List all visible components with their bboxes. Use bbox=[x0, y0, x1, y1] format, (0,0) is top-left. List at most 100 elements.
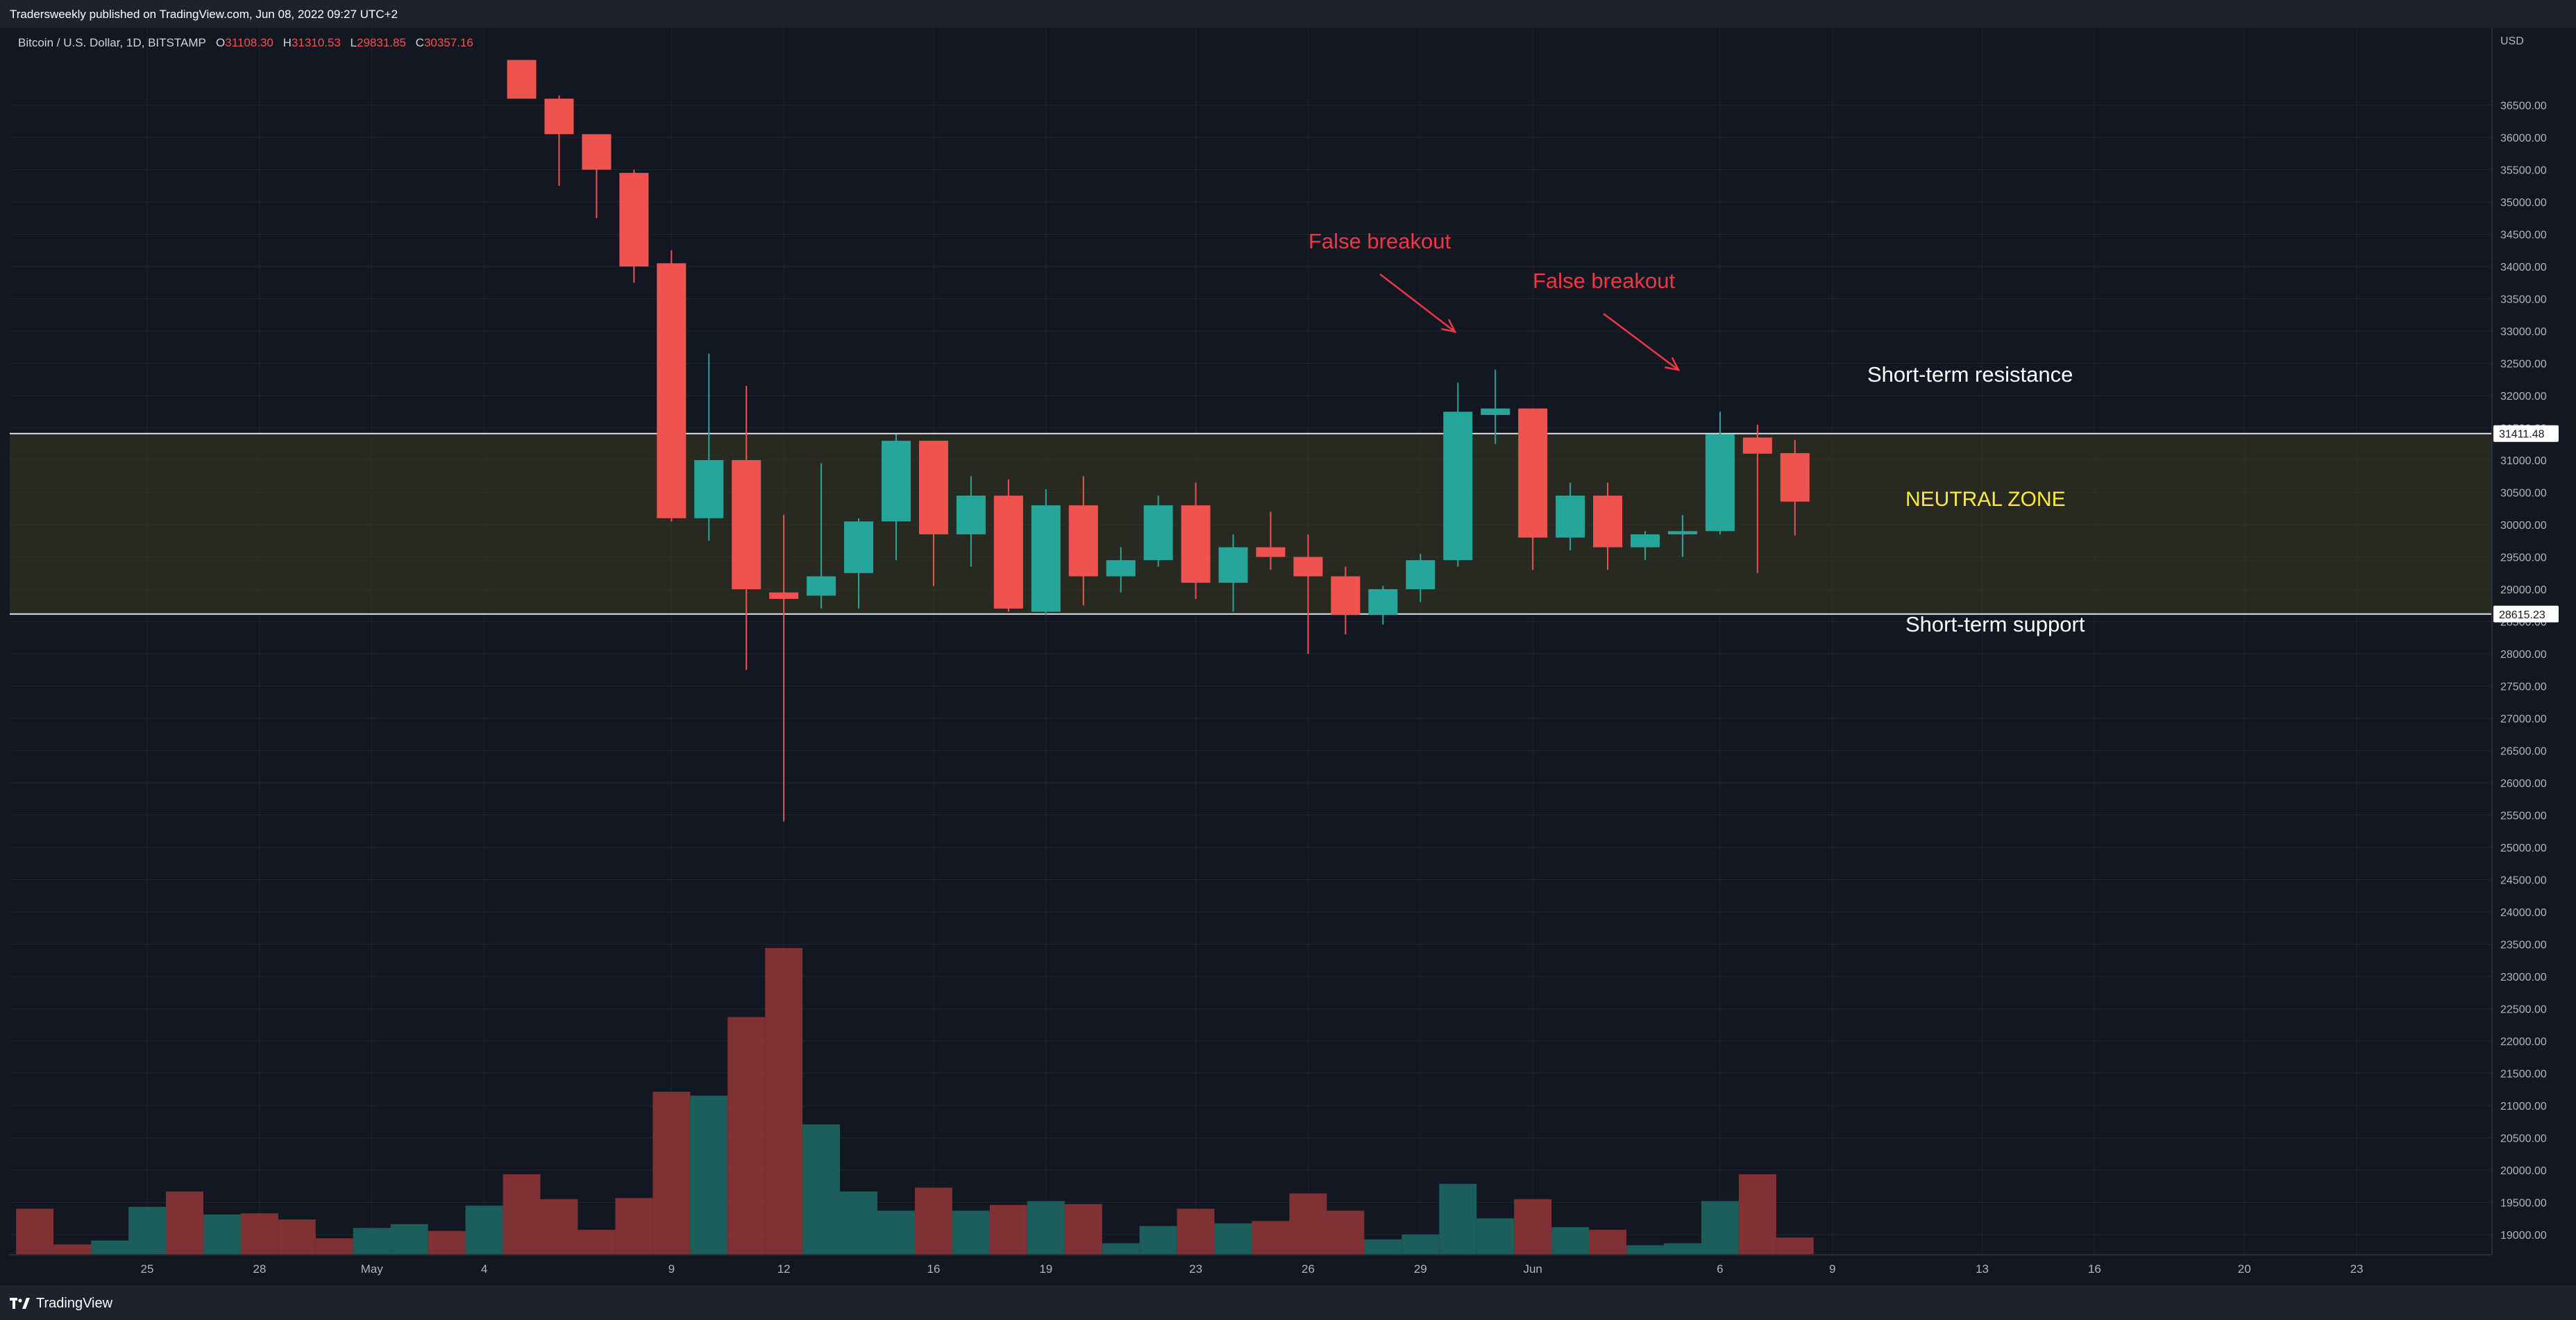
volume-bar bbox=[428, 1230, 466, 1255]
publisher-credit: Tradersweekly published on TradingView.c… bbox=[10, 8, 398, 21]
close-value: 30357.16 bbox=[423, 36, 473, 49]
price-tick-label: 27000.00 bbox=[2500, 713, 2547, 725]
candle-body bbox=[918, 441, 948, 534]
neutral-zone-band bbox=[10, 433, 2492, 614]
candle-body bbox=[807, 576, 836, 596]
volume-bar bbox=[165, 1191, 203, 1255]
candle bbox=[657, 250, 687, 522]
price-tick-label: 20000.00 bbox=[2500, 1165, 2547, 1177]
annotation-arrows bbox=[1379, 273, 1681, 371]
volume-bar bbox=[1776, 1237, 1814, 1255]
candle bbox=[619, 169, 649, 283]
candle bbox=[1518, 408, 1548, 570]
candle bbox=[1481, 369, 1510, 444]
footer-brand: TradingView bbox=[36, 1295, 113, 1311]
candle-body bbox=[1481, 408, 1510, 415]
candle bbox=[1406, 553, 1436, 602]
price-tick-label: 30500.00 bbox=[2500, 488, 2547, 500]
candle-body bbox=[1256, 547, 1286, 557]
volume-bar bbox=[914, 1187, 952, 1255]
volume-bar bbox=[1289, 1193, 1327, 1255]
candle bbox=[1331, 566, 1361, 635]
footer-bar bbox=[0, 1285, 2576, 1320]
candle bbox=[582, 134, 612, 219]
candle bbox=[1742, 424, 1772, 573]
volume-bar bbox=[278, 1219, 316, 1255]
candle bbox=[807, 463, 836, 609]
time-tick-label: 16 bbox=[927, 1262, 940, 1276]
time-tick-label: 26 bbox=[1302, 1262, 1315, 1276]
candle bbox=[1368, 586, 1398, 625]
candle bbox=[769, 515, 799, 822]
symbol-legend: Bitcoin / U.S. Dollar, 1D, BITSTAMP O311… bbox=[18, 36, 480, 50]
candle bbox=[507, 60, 537, 99]
volume-bar bbox=[465, 1205, 503, 1255]
candle-body bbox=[1443, 412, 1473, 561]
candle bbox=[1106, 547, 1136, 593]
support-price-tag: 28615.23 bbox=[2493, 605, 2559, 623]
candle bbox=[1593, 482, 1623, 570]
time-tick-label: 6 bbox=[1717, 1262, 1723, 1276]
time-axis: 25 28 May 4 9 12 16 19 23 26 29 Jun 6 9 13 16 20 23 bbox=[10, 1254, 2492, 1276]
candle-body bbox=[1631, 534, 1660, 548]
price-axis-unit: USD bbox=[2500, 35, 2524, 47]
time-tick-label: 13 bbox=[1976, 1262, 1989, 1276]
candle-body bbox=[882, 441, 911, 522]
price-tick-label: 34000.00 bbox=[2500, 262, 2547, 273]
time-tick-label: 29 bbox=[1414, 1262, 1427, 1276]
candle bbox=[1143, 496, 1173, 567]
candle bbox=[732, 386, 761, 670]
candle-body bbox=[956, 496, 986, 534]
candle bbox=[1068, 476, 1098, 606]
candle bbox=[544, 95, 574, 186]
candle bbox=[956, 476, 986, 567]
candle bbox=[1256, 511, 1286, 570]
volume-bar bbox=[1401, 1234, 1440, 1255]
price-tick-label: 27500.00 bbox=[2500, 682, 2547, 693]
price-tick-label: 31000.00 bbox=[2500, 455, 2547, 467]
volume-bar bbox=[1701, 1201, 1739, 1255]
candle bbox=[1293, 534, 1323, 654]
candle-body bbox=[694, 460, 724, 518]
volume-bar bbox=[1252, 1221, 1290, 1255]
volume-bar bbox=[390, 1224, 428, 1255]
chart-grid bbox=[10, 28, 2492, 1255]
price-tick-label: 29000.00 bbox=[2500, 584, 2547, 596]
volume-bar bbox=[1626, 1245, 1664, 1255]
time-tick-label: 20 bbox=[2238, 1262, 2251, 1276]
tradingview-logo[interactable]: TradingView bbox=[10, 1295, 112, 1312]
volume-bar bbox=[578, 1230, 616, 1255]
candle bbox=[1780, 440, 1810, 536]
time-tick-label: 23 bbox=[2350, 1262, 2364, 1276]
false-breakout-label-1: False breakout bbox=[1308, 229, 1451, 253]
false-breakout-arrow-2 bbox=[1603, 313, 1681, 371]
neutral-zone-label: NEUTRAL ZONE bbox=[1905, 488, 2066, 511]
candle bbox=[1667, 515, 1697, 557]
candle-body bbox=[769, 592, 799, 599]
candle-body bbox=[1031, 505, 1061, 612]
price-tick-label: 19000.00 bbox=[2500, 1230, 2547, 1242]
volume-bar bbox=[315, 1238, 353, 1255]
price-tick-label: 30000.00 bbox=[2500, 520, 2547, 532]
candle-body bbox=[1406, 560, 1436, 589]
price-tick-label: 24000.00 bbox=[2500, 907, 2547, 919]
volume-bar bbox=[1663, 1243, 1701, 1255]
candle bbox=[993, 479, 1023, 612]
volume-bar bbox=[1364, 1239, 1402, 1255]
time-tick-label: 9 bbox=[668, 1262, 675, 1276]
candle-body bbox=[1518, 408, 1548, 538]
volume-bar bbox=[1551, 1227, 1590, 1255]
volume-bar bbox=[1027, 1201, 1065, 1255]
candle bbox=[882, 434, 911, 561]
high-key: H bbox=[283, 36, 292, 49]
candle-body bbox=[544, 99, 574, 135]
volume-bar bbox=[1064, 1204, 1102, 1255]
volume-bar bbox=[727, 1017, 766, 1255]
low-key: L bbox=[350, 36, 357, 49]
time-tick-label: 23 bbox=[1189, 1262, 1202, 1276]
volume-bar bbox=[1514, 1199, 1552, 1255]
price-tick-label: 35500.00 bbox=[2500, 165, 2547, 177]
price-tick-label: 28000.00 bbox=[2500, 649, 2547, 661]
volume-bar bbox=[1476, 1218, 1515, 1255]
